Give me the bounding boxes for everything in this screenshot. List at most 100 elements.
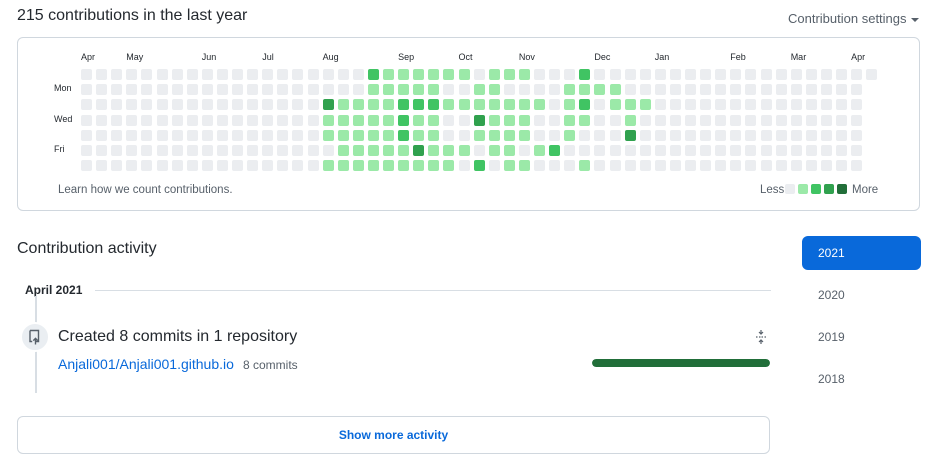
contribution-day[interactable] xyxy=(700,129,712,141)
contribution-day[interactable] xyxy=(805,160,817,172)
contribution-day[interactable] xyxy=(367,69,379,80)
contribution-day[interactable] xyxy=(383,114,394,126)
contribution-day[interactable] xyxy=(715,160,727,172)
contribution-day[interactable] xyxy=(383,129,394,141)
contribution-day[interactable] xyxy=(730,114,742,126)
contribution-day[interactable] xyxy=(715,114,727,126)
contribution-day[interactable] xyxy=(171,160,183,172)
contribution-day[interactable] xyxy=(171,99,183,111)
contribution-day[interactable] xyxy=(820,160,832,172)
contribution-day[interactable] xyxy=(518,69,530,80)
contribution-day[interactable] xyxy=(745,69,757,80)
contribution-day[interactable] xyxy=(337,114,349,126)
contribution-day[interactable] xyxy=(700,160,712,172)
contribution-day[interactable] xyxy=(564,84,576,96)
contribution-day[interactable] xyxy=(232,129,243,141)
contribution-day[interactable] xyxy=(851,160,863,172)
contribution-day[interactable] xyxy=(156,160,168,172)
contribution-day[interactable] xyxy=(579,84,591,96)
contribution-day[interactable] xyxy=(518,99,530,111)
contribution-day[interactable] xyxy=(700,99,712,111)
contribution-day[interactable] xyxy=(654,69,666,80)
contribution-day[interactable] xyxy=(594,69,606,80)
contribution-day[interactable] xyxy=(685,69,696,80)
contribution-day[interactable] xyxy=(307,69,319,80)
contribution-day[interactable] xyxy=(503,114,515,126)
contribution-day[interactable] xyxy=(322,160,334,172)
contribution-day[interactable] xyxy=(609,145,621,156)
contribution-day[interactable] xyxy=(352,114,364,126)
contribution-day[interactable] xyxy=(292,160,304,172)
contribution-day[interactable] xyxy=(141,129,153,141)
contribution-day[interactable] xyxy=(201,99,213,111)
contribution-day[interactable] xyxy=(247,145,259,156)
contribution-day[interactable] xyxy=(685,145,696,156)
contribution-day[interactable] xyxy=(383,84,394,96)
contribution-day[interactable] xyxy=(337,129,349,141)
contribution-day[interactable] xyxy=(443,69,455,80)
learn-contributions-link[interactable]: Learn how we count contributions. xyxy=(58,184,233,196)
contribution-day[interactable] xyxy=(654,84,666,96)
contribution-day[interactable] xyxy=(277,114,289,126)
contribution-day[interactable] xyxy=(96,145,108,156)
contribution-day[interactable] xyxy=(156,84,168,96)
contribution-day[interactable] xyxy=(322,69,334,80)
contribution-day[interactable] xyxy=(458,69,470,80)
contribution-day[interactable] xyxy=(715,129,727,141)
contribution-day[interactable] xyxy=(866,69,878,80)
contribution-day[interactable] xyxy=(790,145,802,156)
contribution-day[interactable] xyxy=(639,145,651,156)
contribution-day[interactable] xyxy=(111,129,123,141)
contribution-day[interactable] xyxy=(398,160,410,172)
contribution-day[interactable] xyxy=(805,145,817,156)
contribution-day[interactable] xyxy=(836,99,847,111)
contribution-day[interactable] xyxy=(126,114,138,126)
contribution-day[interactable] xyxy=(624,129,636,141)
contribution-day[interactable] xyxy=(292,145,304,156)
contribution-day[interactable] xyxy=(700,84,712,96)
contribution-day[interactable] xyxy=(669,69,681,80)
contribution-day[interactable] xyxy=(111,114,123,126)
contribution-day[interactable] xyxy=(352,99,364,111)
repository-link[interactable]: Anjali001/Anjali001.github.io xyxy=(58,356,234,372)
contribution-day[interactable] xyxy=(367,84,379,96)
contribution-day[interactable] xyxy=(624,69,636,80)
contribution-day[interactable] xyxy=(534,129,545,141)
contribution-day[interactable] xyxy=(428,160,440,172)
contribution-day[interactable] xyxy=(669,84,681,96)
contribution-day[interactable] xyxy=(609,114,621,126)
contribution-day[interactable] xyxy=(579,129,591,141)
show-more-activity-button[interactable]: Show more activity xyxy=(17,416,770,454)
contribution-day[interactable] xyxy=(654,145,666,156)
contribution-day[interactable] xyxy=(639,84,651,96)
contribution-day[interactable] xyxy=(443,129,455,141)
contribution-day[interactable] xyxy=(624,114,636,126)
contribution-day[interactable] xyxy=(488,145,500,156)
contribution-day[interactable] xyxy=(352,145,364,156)
contribution-day[interactable] xyxy=(836,114,847,126)
contribution-day[interactable] xyxy=(277,99,289,111)
contribution-day[interactable] xyxy=(413,145,425,156)
contribution-day[interactable] xyxy=(307,129,319,141)
contribution-day[interactable] xyxy=(820,69,832,80)
contribution-day[interactable] xyxy=(790,114,802,126)
contribution-day[interactable] xyxy=(292,69,304,80)
contribution-day[interactable] xyxy=(549,69,561,80)
contribution-day[interactable] xyxy=(141,99,153,111)
contribution-day[interactable] xyxy=(111,99,123,111)
contribution-day[interactable] xyxy=(458,114,470,126)
contribution-day[interactable] xyxy=(473,129,485,141)
contribution-day[interactable] xyxy=(277,145,289,156)
contribution-day[interactable] xyxy=(413,69,425,80)
contribution-day[interactable] xyxy=(443,99,455,111)
contribution-day[interactable] xyxy=(609,99,621,111)
contribution-day[interactable] xyxy=(685,160,696,172)
contribution-day[interactable] xyxy=(262,84,274,96)
contribution-day[interactable] xyxy=(232,99,243,111)
contribution-day[interactable] xyxy=(534,69,545,80)
contribution-day[interactable] xyxy=(262,99,274,111)
contribution-day[interactable] xyxy=(337,69,349,80)
contribution-day[interactable] xyxy=(488,114,500,126)
contribution-day[interactable] xyxy=(232,160,243,172)
contribution-day[interactable] xyxy=(367,160,379,172)
